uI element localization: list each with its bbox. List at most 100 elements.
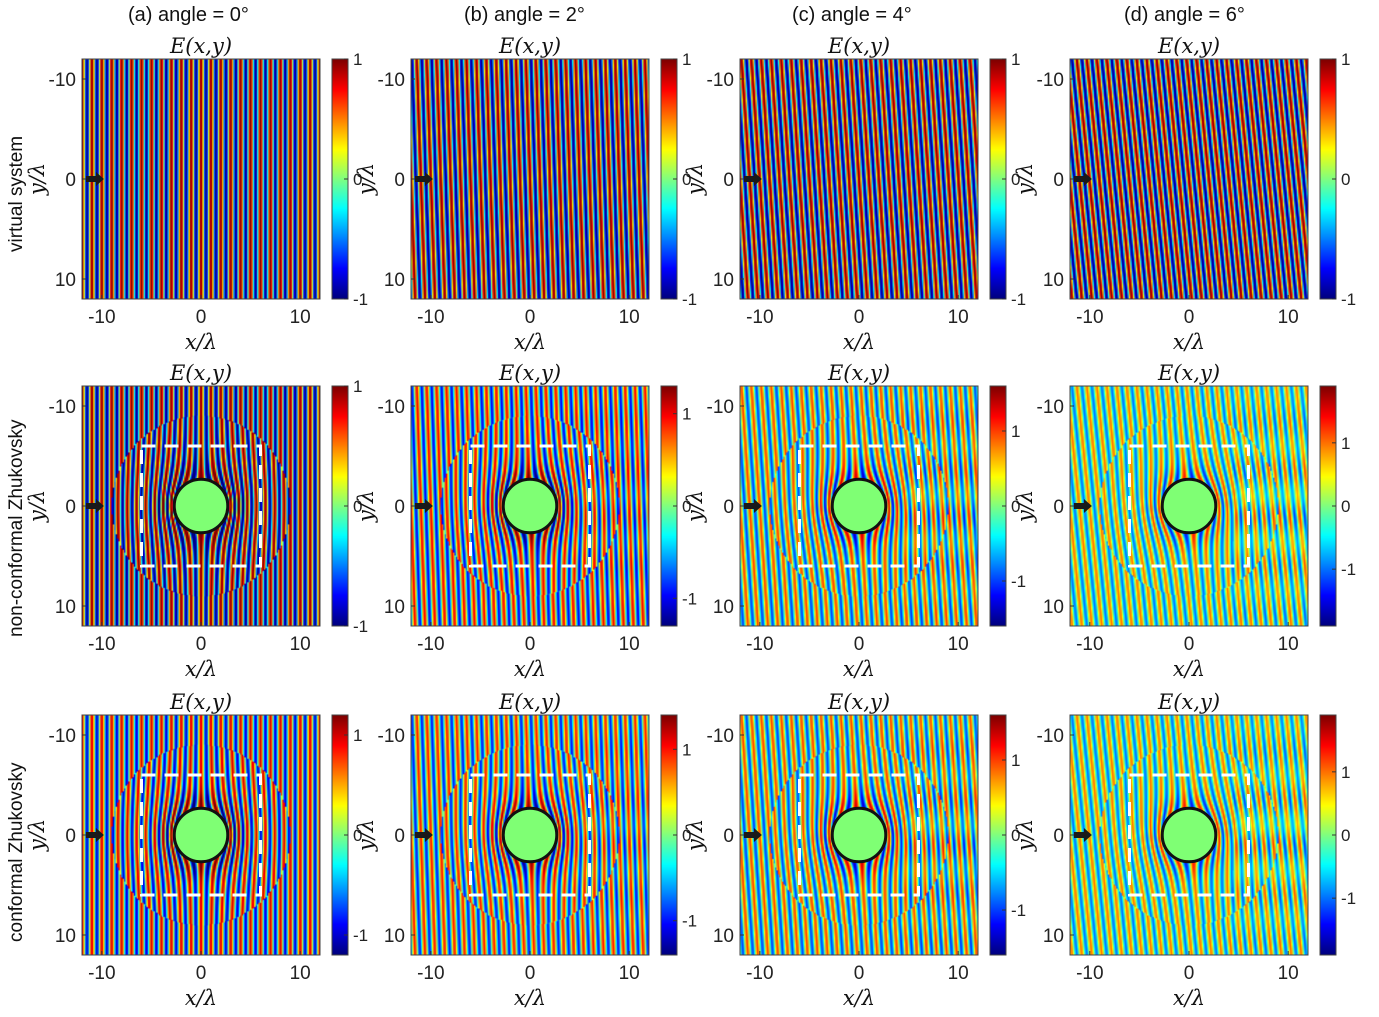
panel-title: E(x,y)	[827, 361, 890, 385]
colorbar-tick-label: 0	[682, 826, 691, 845]
scatterer-disk	[501, 477, 559, 535]
x-tick-label: 0	[525, 307, 536, 328]
scatterer-disk	[501, 806, 559, 864]
panel-title: E(x,y)	[1157, 34, 1220, 58]
y-tick-label: 10	[55, 926, 76, 947]
colorbar-tick-label: 0	[353, 826, 362, 845]
colorbar-tick-label: 0	[1341, 826, 1350, 845]
scatterer-disk	[830, 477, 888, 535]
incidence-arrow-icon	[1073, 172, 1092, 186]
y-tick-label: 10	[713, 270, 734, 291]
x-tick-label: 0	[1184, 963, 1195, 984]
colorbar	[1320, 386, 1336, 626]
x-tick-label: 0	[525, 963, 536, 984]
y-tick-label: 10	[1043, 597, 1064, 618]
x-tick-label: 10	[948, 634, 969, 655]
x-tick-label: 10	[619, 963, 640, 984]
x-tick-label: -10	[88, 307, 115, 328]
y-axis-label: y/λ	[1013, 163, 1037, 196]
colorbar-tick-label: -1	[682, 912, 697, 931]
y-tick-label: 0	[723, 170, 734, 191]
field-heatmap	[740, 59, 978, 299]
colorbar-tick-label: 0	[353, 170, 362, 189]
colorbar-tick-label: -1	[353, 617, 368, 636]
panel-title: E(x,y)	[827, 34, 890, 58]
scatterer-disk	[830, 806, 888, 864]
cloak-region-box	[1128, 444, 1250, 568]
x-tick-label: 10	[948, 307, 969, 328]
field-heatmap	[411, 59, 649, 299]
panel-title: E(x,y)	[827, 690, 890, 714]
y-tick-label: 10	[1043, 926, 1064, 947]
x-axis-label: x/λ	[514, 330, 546, 354]
y-axis-label: y/λ	[683, 163, 707, 196]
y-tick-label: -10	[378, 70, 405, 91]
x-tick-label: 10	[1278, 963, 1299, 984]
x-tick-label: -10	[88, 634, 115, 655]
y-axis-label: y/λ	[25, 163, 49, 196]
y-axis-label: y/λ	[25, 490, 49, 523]
column-title-d: (d) angle = 6°	[1124, 4, 1245, 26]
x-tick-label: 10	[1278, 307, 1299, 328]
cloak-region-box	[469, 773, 591, 897]
colorbar	[990, 59, 1006, 299]
colorbar-tick-label: 1	[1341, 763, 1350, 782]
scatterer-disk	[1160, 806, 1218, 864]
x-axis-label: x/λ	[1173, 330, 1205, 354]
colorbar-tick-label: -1	[1011, 290, 1026, 309]
y-axis-label: y/λ	[25, 819, 49, 852]
y-tick-label: 10	[384, 926, 405, 947]
cloak-region-box	[140, 773, 262, 897]
x-tick-label: 10	[948, 963, 969, 984]
y-tick-label: 0	[723, 497, 734, 518]
x-tick-label: 0	[196, 307, 207, 328]
y-tick-label: 0	[1053, 170, 1064, 191]
y-tick-label: -10	[1037, 70, 1064, 91]
colorbar-tick-label: 1	[1341, 50, 1350, 69]
colorbar-tick-label: -1	[682, 589, 697, 608]
colorbar-tick-label: 1	[353, 377, 362, 396]
field-heatmap	[82, 59, 320, 299]
x-axis-label: x/λ	[1173, 986, 1205, 1010]
y-tick-label: -10	[378, 397, 405, 418]
colorbar-tick-label: 0	[1011, 170, 1020, 189]
y-axis-label: y/λ	[1013, 490, 1037, 523]
y-axis-label: y/λ	[1013, 819, 1037, 852]
colorbar-tick-label: 0	[1011, 826, 1020, 845]
colorbar-tick-label: 1	[1011, 50, 1020, 69]
cloak-region-box	[140, 444, 262, 568]
y-tick-label: 10	[55, 270, 76, 291]
colorbar-tick-label: 1	[682, 405, 691, 424]
x-tick-label: -10	[1076, 634, 1103, 655]
x-tick-label: -10	[88, 963, 115, 984]
x-tick-label: -10	[417, 307, 444, 328]
y-tick-label: -10	[707, 726, 734, 747]
colorbar	[990, 386, 1006, 626]
y-tick-label: -10	[49, 397, 76, 418]
colorbar-tick-label: 0	[682, 170, 691, 189]
colorbar-tick-label: 0	[1011, 497, 1020, 516]
x-axis-label: x/λ	[514, 986, 546, 1010]
y-tick-label: 10	[713, 597, 734, 618]
y-tick-label: 0	[65, 497, 76, 518]
colorbar-tick-label: 0	[682, 497, 691, 516]
panel-title: E(x,y)	[498, 690, 561, 714]
y-tick-label: 0	[65, 826, 76, 847]
x-axis-label: x/λ	[1173, 657, 1205, 681]
incidence-arrow-icon	[85, 172, 104, 186]
colorbar-tick-label: 1	[1341, 434, 1350, 453]
colorbar-tick-label: 1	[353, 726, 362, 745]
y-tick-label: 10	[1043, 270, 1064, 291]
y-tick-label: 0	[1053, 826, 1064, 847]
x-tick-label: 0	[854, 307, 865, 328]
scatterer-disk	[172, 806, 230, 864]
